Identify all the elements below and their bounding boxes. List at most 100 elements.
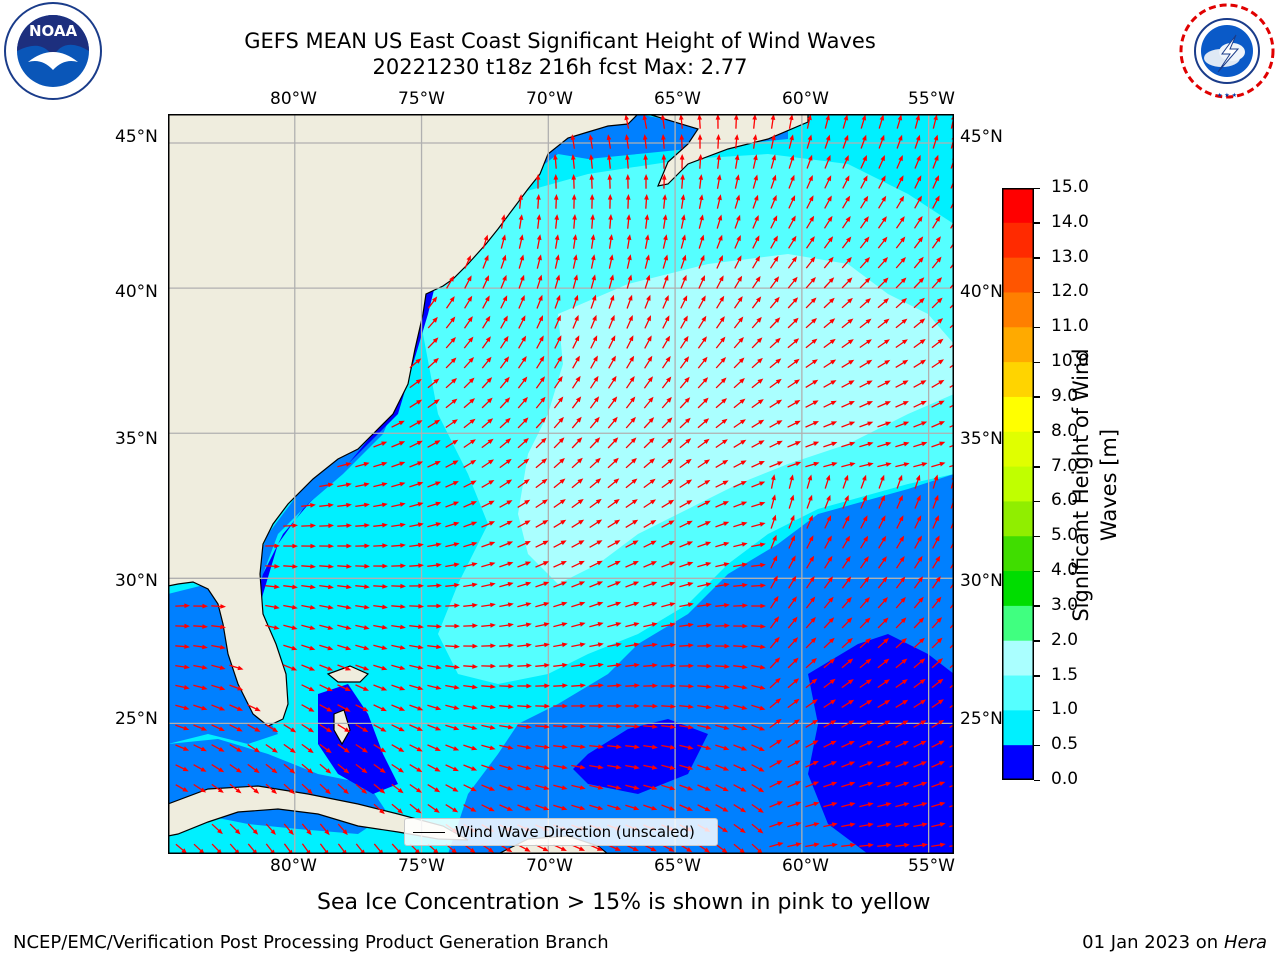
wave-direction-arrowhead [467,316,473,323]
colorbar-tick-label: 8.0 [1051,420,1079,441]
wave-direction-arrowhead [734,134,739,140]
wave-direction-arrowhead [688,663,694,669]
wave-direction-arrowhead [292,543,298,549]
wave-direction-arrowhead [472,623,478,629]
wave-direction-arrowhead [488,500,495,506]
wave-direction-arrowhead [899,195,905,202]
wave-direction-arrowhead [470,807,477,812]
wave-direction-arrowhead [416,726,423,731]
wave-direction-arrowhead [826,175,832,182]
wave-direction-arrowhead [652,663,658,668]
wave-direction-arrowhead [184,664,190,670]
wave-direction-arrowhead [488,847,494,853]
wave-direction-arrowhead [578,519,585,525]
wave-direction-arrowhead [362,747,368,753]
wave-direction-arrowhead [664,295,669,301]
wave-direction-arrowhead [271,768,278,774]
wave-direction-arrowhead [590,234,596,240]
wave-direction-arrowhead [468,336,474,343]
wave-direction-arrowhead [525,785,532,791]
wave-direction-arrowhead [289,768,296,774]
colorbar-label: Significant Height of Wind Waves [m] [1069,348,1121,622]
wave-direction-arrowhead [810,256,816,263]
colorbar-bin [1002,188,1034,224]
wave-direction-arrowhead [901,318,908,324]
wave-direction-arrowhead [526,642,532,648]
wave-direction-arrowhead [776,440,783,446]
wave-direction-arrowhead [939,781,946,786]
wave-direction-arrowhead [759,705,766,711]
map-title-line2: 20221230 t18z 216h fcst Max: 2.77 [372,55,748,79]
wave-direction-arrowhead [503,335,509,342]
wave-direction-arrowhead [883,298,889,304]
wave-direction-arrowhead [379,808,385,815]
wave-direction-arrowhead [489,541,496,547]
colorbar-bin [1002,292,1034,328]
wave-direction-arrowhead [454,582,460,588]
wave-direction-arrowhead [682,295,688,302]
wave-direction-arrowhead [580,703,586,709]
wave-direction-arrowhead [536,214,542,220]
wave-direction-arrowhead [579,601,586,607]
wave-direction-arrowhead [774,657,781,663]
wave-direction-arrowhead [829,338,836,345]
wave-direction-arrowhead [903,802,910,807]
wave-direction-arrowhead [724,623,730,629]
wave-direction-arrowhead [220,624,226,630]
wave-direction-arrowhead [885,462,892,467]
wave-direction-arrowhead [184,603,190,609]
wave-direction-arrowhead [812,740,819,746]
wave-direction-arrowhead [558,396,564,403]
wave-direction-arrowhead [434,766,441,772]
wave-direction-arrowhead [826,154,831,161]
wave-direction-arrowhead [236,747,243,753]
wave-direction-arrowhead [739,827,746,833]
wave-direction-arrowhead [848,741,855,746]
wave-direction-arrowhead [830,720,837,725]
wave-direction-arrowhead [789,134,794,141]
wave-direction-arrowhead [433,378,440,384]
wave-direction-arrowhead [850,842,856,848]
wave-direction-arrowhead [866,401,873,406]
wave-direction-arrowhead [865,298,871,304]
wave-direction-arrowhead [880,474,885,481]
wave-direction-arrowhead [733,114,739,120]
wave-direction-arrowhead [917,236,924,243]
wave-direction-arrowhead [436,562,442,568]
wave-direction-arrowhead [917,216,923,222]
wave-direction-arrowhead [451,378,457,384]
wave-direction-arrowhead [811,678,818,684]
noaa-logo: NOAA [4,2,102,100]
wave-direction-arrowhead [935,576,941,583]
wave-direction-arrowhead [184,644,190,649]
wave-direction-arrowhead [485,295,490,302]
wave-direction-arrowhead [508,643,514,648]
wave-direction-arrowhead [557,355,563,362]
wave-direction-arrowhead [652,724,658,729]
wave-direction-arrowhead [669,744,676,750]
wave-direction-arrowhead [572,234,578,240]
wave-direction-arrowhead [865,638,871,644]
wave-direction-arrowhead [651,561,657,566]
wave-direction-arrowhead [451,398,458,404]
wave-direction-arrowhead [598,723,604,729]
wave-direction-arrowhead [326,686,333,692]
colorbar-bin [1002,640,1034,677]
wave-direction-arrowhead [939,801,946,807]
wave-direction-arrowhead [417,706,424,711]
wave-direction-arrowhead [902,699,909,705]
wave-direction-arrowhead [470,786,477,792]
wave-direction-arrowhead [937,318,944,324]
wave-direction-arrowhead [541,437,547,444]
wave-direction-arrowhead [685,417,691,424]
colorbar-tick-mark [1034,570,1040,573]
wave-direction-arrowhead [938,761,945,766]
wave-direction-arrowhead [938,400,945,406]
wave-direction-arrowhead [219,644,226,650]
wave-direction-arrowhead [848,401,855,406]
wave-direction-arrowhead [218,767,225,773]
wave-direction-arrowhead [867,441,874,447]
wave-direction-arrowhead [884,401,891,406]
wave-direction-arrowhead [679,134,685,140]
wave-direction-arrowhead [597,622,604,627]
